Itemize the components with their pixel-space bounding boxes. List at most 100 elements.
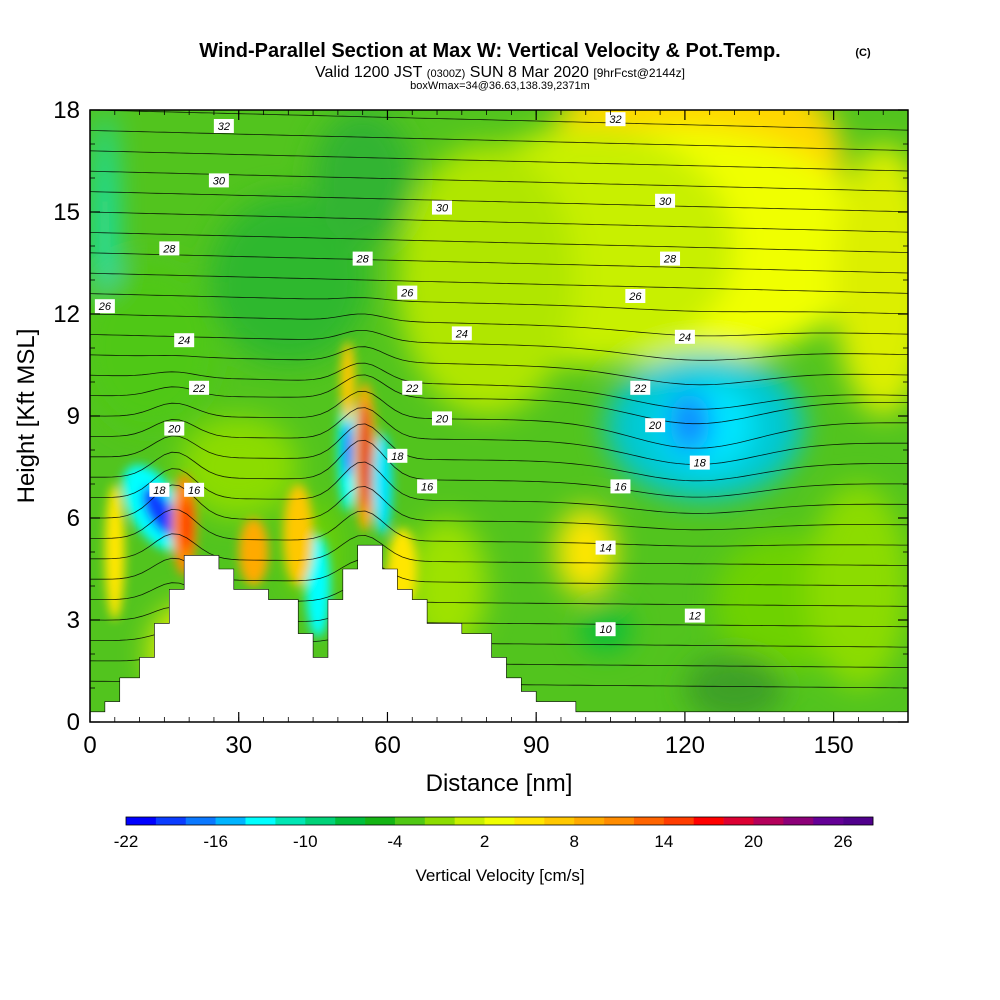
colorbar-swatch <box>604 817 635 825</box>
velocity-region <box>808 484 908 688</box>
contour-label-box <box>174 333 195 348</box>
contour-label-box <box>605 112 626 127</box>
velocity-region <box>670 392 710 454</box>
contour-label-box <box>431 200 452 215</box>
contour-label-text: 30 <box>213 175 226 187</box>
contour-label: 16 <box>184 482 205 497</box>
contour-label-text: 30 <box>659 196 672 208</box>
contour-label-text: 32 <box>609 114 621 126</box>
theta-contour <box>90 150 908 172</box>
contour-label: 14 <box>595 540 616 555</box>
contour-label-text: 24 <box>678 332 691 344</box>
contour-label-box <box>630 380 651 395</box>
y-tick-label: 3 <box>67 607 80 634</box>
velocity-region <box>556 507 616 597</box>
terrain <box>90 544 908 722</box>
colorbar-swatch <box>185 817 216 825</box>
theta-contour <box>90 407 908 465</box>
colorbar-tick-label: 14 <box>654 832 673 851</box>
colorbar-swatch <box>454 817 485 825</box>
colorbar-swatch <box>544 817 575 825</box>
copyright-mark: (C) <box>855 47 871 59</box>
valid-utc: (0300Z) <box>427 68 466 80</box>
colorbar-tick-label: 20 <box>744 832 763 851</box>
theta-contour <box>90 272 908 294</box>
contour-label: 24 <box>174 333 195 348</box>
colorbar-swatch <box>663 817 695 825</box>
chart-title: Wind-Parallel Section at Max W: Vertical… <box>199 40 780 62</box>
contour-label: 18 <box>149 482 170 497</box>
contour-label: 20 <box>164 421 185 436</box>
colorbar-swatch <box>514 817 545 825</box>
x-tick-label: 0 <box>83 732 96 759</box>
theta-contour <box>900 110 908 111</box>
theta-contour <box>90 313 908 337</box>
contour-label-box <box>417 479 438 494</box>
colorbar-swatch <box>633 817 665 825</box>
contour-label-box <box>149 482 170 497</box>
contour-label-box <box>595 622 616 637</box>
plot-area: 32 32 30 30 30 28 28 28 26 26 26 24 24 24 22 22 22 20 20 20… <box>90 110 908 722</box>
contour-label: 22 <box>189 380 210 395</box>
contour-label-text: 18 <box>153 485 166 497</box>
colorbar-swatch <box>245 817 276 825</box>
theta-contour <box>90 439 908 498</box>
contour-label: 30 <box>431 200 452 215</box>
theta-contour <box>90 252 908 274</box>
valid-prefix: Valid 1200 JST <box>315 64 423 81</box>
contour-label-text: 28 <box>663 254 677 266</box>
y-axis-label: Height [Kft MSL] <box>13 329 40 504</box>
forecast-info: [9hrFcst@2144z] <box>593 66 685 80</box>
velocity-region <box>833 144 908 416</box>
colorbar-frame <box>125 816 874 826</box>
y-tick-label: 6 <box>67 505 80 532</box>
contour-label-box <box>674 329 695 344</box>
contour-label: 12 <box>684 608 705 623</box>
contour-label-box <box>625 289 646 303</box>
contour-label-box <box>387 448 408 463</box>
valid-date: SUN 8 Mar 2020 <box>470 64 589 81</box>
colorbar-swatch <box>753 817 784 825</box>
contour-label-box <box>645 418 666 433</box>
colorbar-swatch <box>424 817 455 825</box>
theta-contour <box>90 232 908 253</box>
contour-label: 16 <box>610 479 631 494</box>
theta-contour <box>90 390 908 449</box>
contour-label-box <box>684 608 705 623</box>
contour-label-box <box>595 540 616 555</box>
contour-label-text: 26 <box>400 288 414 300</box>
velocity-region <box>397 144 576 416</box>
contour-label: 32 <box>605 112 626 127</box>
x-tick-label: 30 <box>225 732 252 759</box>
velocity-core <box>238 518 269 586</box>
contour-label-box <box>431 411 452 426</box>
theta-contour <box>90 130 908 151</box>
y-tick-label: 15 <box>53 199 80 226</box>
colorbar-swatch <box>574 817 605 825</box>
colorbar-swatch <box>693 817 724 825</box>
contour-label: 28 <box>660 251 681 266</box>
theta-contour <box>90 191 908 213</box>
theta-contour <box>90 508 908 547</box>
colorbar-swatch <box>723 817 754 825</box>
contour-label-text: 16 <box>421 481 434 493</box>
contour-label-box <box>208 173 229 188</box>
colorbar-tick-label: -16 <box>203 832 228 851</box>
contour-label: 18 <box>689 455 710 470</box>
contour-label-text: 22 <box>405 383 418 395</box>
theta-contour <box>90 211 908 233</box>
contour-label-box <box>660 251 681 266</box>
box-info: boxWmax=34@36.63,138.39,2371m <box>410 80 590 92</box>
colorbar-swatch <box>215 817 246 825</box>
vertical-velocity-cores <box>104 341 418 637</box>
contour-label-text: 22 <box>633 383 646 395</box>
colorbar-swatch <box>155 817 187 825</box>
theta-contour <box>90 374 908 425</box>
colorbar-swatch <box>394 817 426 825</box>
theta-contour <box>90 484 908 531</box>
contour-label-box <box>402 380 423 395</box>
contour-label-text: 16 <box>614 481 627 493</box>
contour-label-text: 28 <box>162 243 176 255</box>
contour-label-box <box>655 193 676 208</box>
velocity-region <box>208 195 368 365</box>
